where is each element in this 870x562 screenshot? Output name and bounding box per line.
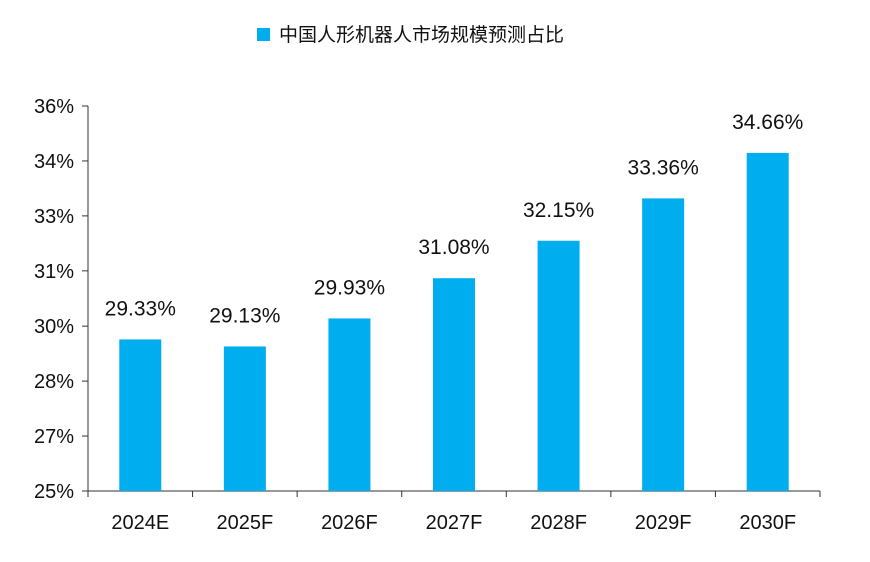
y-tick-label: 36% [34,96,74,118]
legend: 中国人形机器人市场规模预测占比 [257,24,564,46]
x-tick-label: 2029F [635,512,692,534]
legend-swatch [257,28,270,41]
data-label: 32.15% [523,199,594,222]
y-tick-label: 33% [34,206,74,228]
legend-label: 中国人形机器人市场规模预测占比 [279,24,564,46]
bars [119,152,789,491]
bar [537,240,580,491]
x-tick-label: 2027F [426,512,483,534]
x-tick-label: 2025F [216,512,273,534]
x-tick-label: 2024E [111,512,169,534]
y-tick-label: 27% [34,426,74,448]
bar [119,339,162,491]
y-tick-label: 30% [34,316,74,338]
x-tick-label: 2030F [739,512,796,534]
x-tick-label: 2026F [321,512,378,534]
x-tick-label: 2028F [530,512,587,534]
data-label: 31.08% [418,236,489,259]
bar [328,318,371,491]
data-labels: 29.33% 29.13% 29.93% 31.08% 32.15% 33.36% 34.6… [105,111,804,328]
bar [642,198,685,491]
data-label: 33.36% [628,156,699,179]
bar [223,346,266,491]
y-tick-label: 25% [34,481,74,503]
y-tick-label: 31% [34,261,74,283]
axes: 25% 27% 28% 30% 31% 33% 34% 36% 2024E 2025F 2026F 2… [34,96,821,534]
y-tick-label: 28% [34,371,74,393]
bar [746,152,789,491]
bar [433,278,475,491]
y-tick-label: 34% [34,151,74,173]
data-label: 29.13% [209,304,280,327]
data-label: 29.93% [314,276,385,299]
data-label: 34.66% [732,111,803,134]
data-label: 29.33% [105,297,176,320]
